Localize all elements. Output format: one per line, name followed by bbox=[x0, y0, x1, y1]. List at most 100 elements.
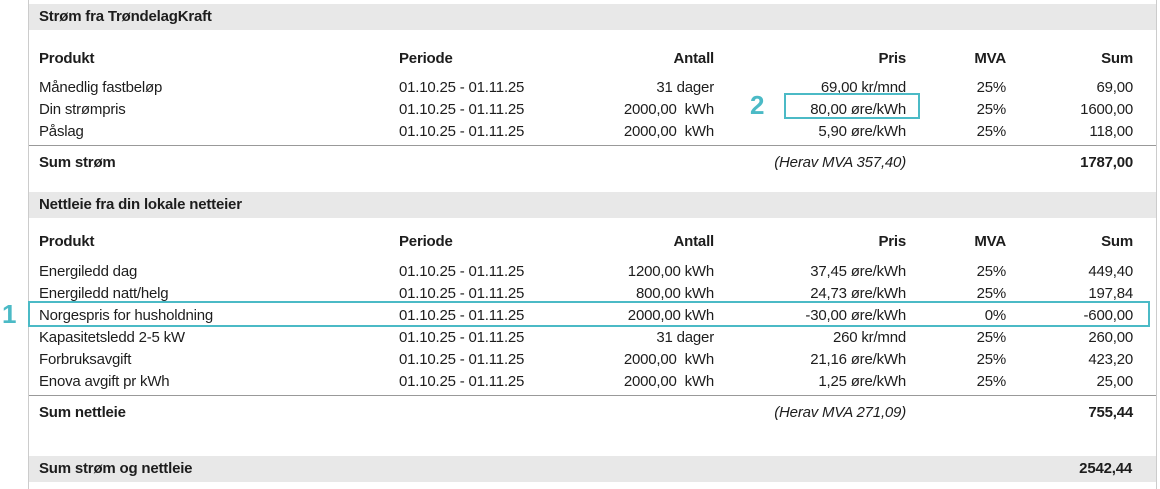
grand-total-bar: Sum strøm og nettleie 2542,44 bbox=[29, 456, 1156, 482]
grand-total-label: Sum strøm og nettleie bbox=[39, 460, 193, 477]
cell-antall: 1200,00 kWh bbox=[627, 263, 714, 280]
cell-sum: 423,20 bbox=[1088, 351, 1133, 368]
column-header-antall: Antall bbox=[673, 50, 715, 67]
cell-mva: 25% bbox=[976, 101, 1007, 118]
cell-produkt: Din strømpris bbox=[39, 101, 126, 118]
cell-antall: 800,00 kWh bbox=[635, 285, 714, 302]
column-header-pris: Pris bbox=[878, 233, 906, 250]
table-row: Din strømpris 01.10.25 - 01.11.25 2000,0… bbox=[29, 99, 1156, 121]
cell-periode: 01.10.25 - 01.11.25 bbox=[399, 263, 525, 280]
column-header-sum: Sum bbox=[1101, 233, 1133, 250]
table-row: Enova avgift pr kWh 01.10.25 - 01.11.25 … bbox=[29, 371, 1156, 393]
cell-sum: 25,00 bbox=[1096, 373, 1133, 390]
mva-note: (Herav MVA 271,09) bbox=[774, 404, 906, 421]
sum-label: Sum nettleie bbox=[39, 404, 126, 421]
strom-column-headers: Produkt Periode Antall Pris MVA Sum bbox=[29, 48, 1156, 70]
strom-sum-row: Sum strøm (Herav MVA 357,40) 1787,00 bbox=[29, 152, 1156, 174]
table-row: Energiledd natt/helg 01.10.25 - 01.11.25… bbox=[29, 283, 1156, 305]
table-row: Forbruksavgift 01.10.25 - 01.11.25 2000,… bbox=[29, 349, 1156, 371]
cell-pris-annotated: 80,00 øre/kWh bbox=[810, 101, 906, 118]
column-header-antall: Antall bbox=[673, 233, 715, 250]
cell-produkt: Kapasitetsledd 2-5 kW bbox=[39, 329, 185, 346]
section-header-strom: Strøm fra TrøndelagKraft bbox=[29, 4, 1156, 30]
strom-rows: Månedlig fastbeløp 01.10.25 - 01.11.25 3… bbox=[29, 77, 1156, 143]
column-header-pris: Pris bbox=[878, 50, 906, 67]
nettleie-sum-row: Sum nettleie (Herav MVA 271,09) 755,44 bbox=[29, 402, 1156, 424]
cell-sum: 1600,00 bbox=[1080, 101, 1133, 118]
sum-label: Sum strøm bbox=[39, 154, 116, 171]
divider-line bbox=[29, 145, 1156, 146]
divider-line bbox=[29, 395, 1156, 396]
cell-produkt: Påslag bbox=[39, 123, 84, 140]
section-header-nettleie: Nettleie fra din lokale netteier bbox=[29, 192, 1156, 218]
cell-sum: 69,00 bbox=[1096, 79, 1133, 96]
cell-produkt: Energiledd dag bbox=[39, 263, 138, 280]
column-header-mva: MVA bbox=[974, 233, 1006, 250]
grand-total-value: 2542,44 bbox=[1079, 460, 1132, 477]
cell-pris: 260 kr/mnd bbox=[832, 329, 906, 346]
cell-antall: 2000,00 kWh bbox=[623, 351, 714, 368]
cell-mva: 0% bbox=[984, 307, 1006, 324]
cell-mva: 25% bbox=[976, 373, 1007, 390]
cell-periode: 01.10.25 - 01.11.25 bbox=[399, 351, 525, 368]
sum-value: 1787,00 bbox=[1080, 154, 1133, 171]
nettleie-rows: Energiledd dag 01.10.25 - 01.11.25 1200,… bbox=[29, 261, 1156, 393]
cell-pris: 21,16 øre/kWh bbox=[810, 351, 906, 368]
cell-sum: 118,00 bbox=[1089, 123, 1133, 140]
cell-antall: 31 dager bbox=[656, 79, 714, 96]
cell-produkt: Energiledd natt/helg bbox=[39, 285, 169, 302]
mva-note: (Herav MVA 357,40) bbox=[774, 154, 906, 171]
column-header-produkt: Produkt bbox=[39, 233, 95, 250]
cell-pris: 69,00 kr/mnd bbox=[820, 79, 906, 96]
annotation-number-2: 2 bbox=[750, 90, 765, 120]
table-row-norgespris-annotated: Norgespris for husholdning 01.10.25 - 01… bbox=[29, 305, 1156, 327]
annotation-number-1: 1 bbox=[2, 299, 17, 329]
cell-mva: 25% bbox=[976, 329, 1007, 346]
cell-produkt: Norgespris for husholdning bbox=[39, 307, 214, 324]
cell-mva: 25% bbox=[976, 285, 1007, 302]
cell-periode: 01.10.25 - 01.11.25 bbox=[399, 329, 525, 346]
column-header-sum: Sum bbox=[1101, 50, 1133, 67]
column-header-periode: Periode bbox=[399, 233, 453, 250]
cell-sum: 260,00 bbox=[1088, 329, 1133, 346]
cell-antall: 2000,00 kWh bbox=[623, 123, 714, 140]
cell-antall: 2000,00 kWh bbox=[627, 307, 714, 324]
cell-sum: 449,40 bbox=[1088, 263, 1133, 280]
cell-pris: 24,73 øre/kWh bbox=[810, 285, 906, 302]
invoice-content: Strøm fra TrøndelagKraft Produkt Periode… bbox=[28, 0, 1157, 489]
cell-periode: 01.10.25 - 01.11.25 bbox=[399, 79, 525, 96]
cell-pris: -30,00 øre/kWh bbox=[805, 307, 906, 324]
cell-periode: 01.10.25 - 01.11.25 bbox=[399, 307, 525, 324]
cell-periode: 01.10.25 - 01.11.25 bbox=[399, 373, 525, 390]
cell-pris: 1,25 øre/kWh bbox=[818, 373, 906, 390]
cell-periode: 01.10.25 - 01.11.25 bbox=[399, 101, 525, 118]
column-header-mva: MVA bbox=[974, 50, 1006, 67]
cell-antall: 31 dager bbox=[656, 329, 714, 346]
cell-periode: 01.10.25 - 01.11.25 bbox=[399, 285, 525, 302]
cell-mva: 25% bbox=[976, 79, 1007, 96]
cell-produkt: Forbruksavgift bbox=[39, 351, 132, 368]
table-row: Månedlig fastbeløp 01.10.25 - 01.11.25 3… bbox=[29, 77, 1156, 99]
sum-value: 755,44 bbox=[1088, 404, 1133, 421]
column-header-produkt: Produkt bbox=[39, 50, 95, 67]
cell-pris: 37,45 øre/kWh bbox=[810, 263, 906, 280]
section-title: Strøm fra TrøndelagKraft bbox=[39, 8, 212, 25]
table-row: Påslag 01.10.25 - 01.11.25 2000,00 kWh 5… bbox=[29, 121, 1156, 143]
nettleie-column-headers: Produkt Periode Antall Pris MVA Sum bbox=[29, 231, 1156, 253]
section-title: Nettleie fra din lokale netteier bbox=[39, 196, 242, 213]
cell-antall: 2000,00 kWh bbox=[623, 101, 714, 118]
cell-mva: 25% bbox=[976, 123, 1007, 140]
cell-periode: 01.10.25 - 01.11.25 bbox=[399, 123, 525, 140]
cell-produkt: Enova avgift pr kWh bbox=[39, 373, 170, 390]
table-row: Energiledd dag 01.10.25 - 01.11.25 1200,… bbox=[29, 261, 1156, 283]
cell-produkt: Månedlig fastbeløp bbox=[39, 79, 163, 96]
cell-antall: 2000,00 kWh bbox=[623, 373, 714, 390]
cell-mva: 25% bbox=[976, 263, 1007, 280]
cell-pris: 5,90 øre/kWh bbox=[818, 123, 906, 140]
cell-sum: -600,00 bbox=[1083, 307, 1134, 324]
table-row: Kapasitetsledd 2-5 kW 01.10.25 - 01.11.2… bbox=[29, 327, 1156, 349]
column-header-periode: Periode bbox=[399, 50, 453, 67]
cell-sum: 197,84 bbox=[1088, 285, 1133, 302]
cell-mva: 25% bbox=[976, 351, 1007, 368]
